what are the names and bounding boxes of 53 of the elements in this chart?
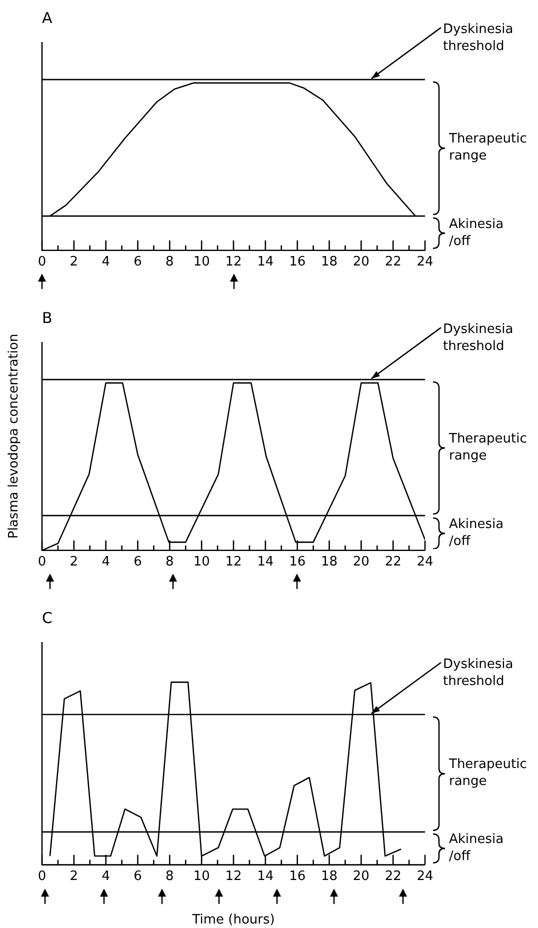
x-tick-label: 10 [193, 254, 210, 270]
x-tick-label: 0 [38, 554, 46, 570]
x-tick-label: 6 [134, 868, 142, 884]
x-tick-label: 12 [225, 254, 242, 270]
x-tick-label: 12 [225, 554, 242, 570]
text: Akinesia /off [449, 516, 504, 549]
x-tick-label: 16 [289, 254, 306, 270]
x-tick-label: 24 [416, 868, 434, 884]
text: Akinesia /off [449, 217, 504, 250]
x-tick-label: 2 [70, 254, 78, 270]
x-tick-label: 8 [166, 254, 174, 270]
x-tick-label: 18 [320, 868, 338, 884]
x-tick-label: 24 [416, 554, 434, 570]
x-tick-label: 6 [134, 554, 142, 570]
x-tick-label: 14 [257, 554, 274, 570]
x-tick-label: 12 [225, 868, 242, 884]
x-tick-label: 4 [102, 254, 110, 270]
x-tick-label: 20 [352, 254, 370, 270]
x-tick-label: 8 [166, 868, 174, 884]
ref-line-label: Dyskinesia threshold [443, 322, 514, 354]
x-tick-label: 4 [102, 554, 110, 570]
x-tick-label: 14 [257, 868, 274, 884]
chart-title: B [42, 308, 52, 327]
x-tick-label: 24 [416, 254, 434, 270]
ref-line-label: Dyskinesia threshold [443, 22, 514, 54]
ref-line-label: Dyskinesia threshold [443, 656, 514, 689]
x-tick-label: 0 [38, 868, 46, 884]
x-tick-label: 18 [320, 254, 338, 270]
chart-title: A [42, 8, 53, 27]
x-tick-label: 16 [289, 868, 306, 884]
x-tick-label: 22 [384, 554, 402, 570]
x-tick-label: 22 [384, 868, 402, 884]
x-tick-label: 16 [289, 554, 306, 570]
x-tick-label: 2 [70, 554, 78, 570]
x-tick-label: 20 [352, 554, 370, 570]
x-tick-label: 4 [102, 868, 110, 884]
text: Therapeutic range [448, 431, 527, 464]
x-tick-label: 2 [70, 868, 78, 884]
x-tick-label: 10 [193, 868, 210, 884]
x-tick-label: 18 [320, 554, 338, 570]
x-tick-label: 14 [257, 254, 274, 270]
y-axis-title: Plasma levodopa concentration [6, 334, 22, 539]
text: Akinesia /off [449, 832, 504, 864]
chart-title: C [42, 608, 52, 627]
x-axis-title: Time (hours) [191, 912, 275, 928]
x-tick-label: 6 [134, 254, 142, 270]
x-tick-label: 8 [166, 554, 174, 570]
x-tick-label: 10 [193, 554, 210, 570]
text: Therapeutic range [448, 757, 527, 790]
text: Therapeutic range [448, 132, 527, 164]
x-tick-label: 22 [384, 254, 402, 270]
x-tick-label: 0 [38, 254, 46, 270]
x-tick-label: 20 [352, 868, 370, 884]
